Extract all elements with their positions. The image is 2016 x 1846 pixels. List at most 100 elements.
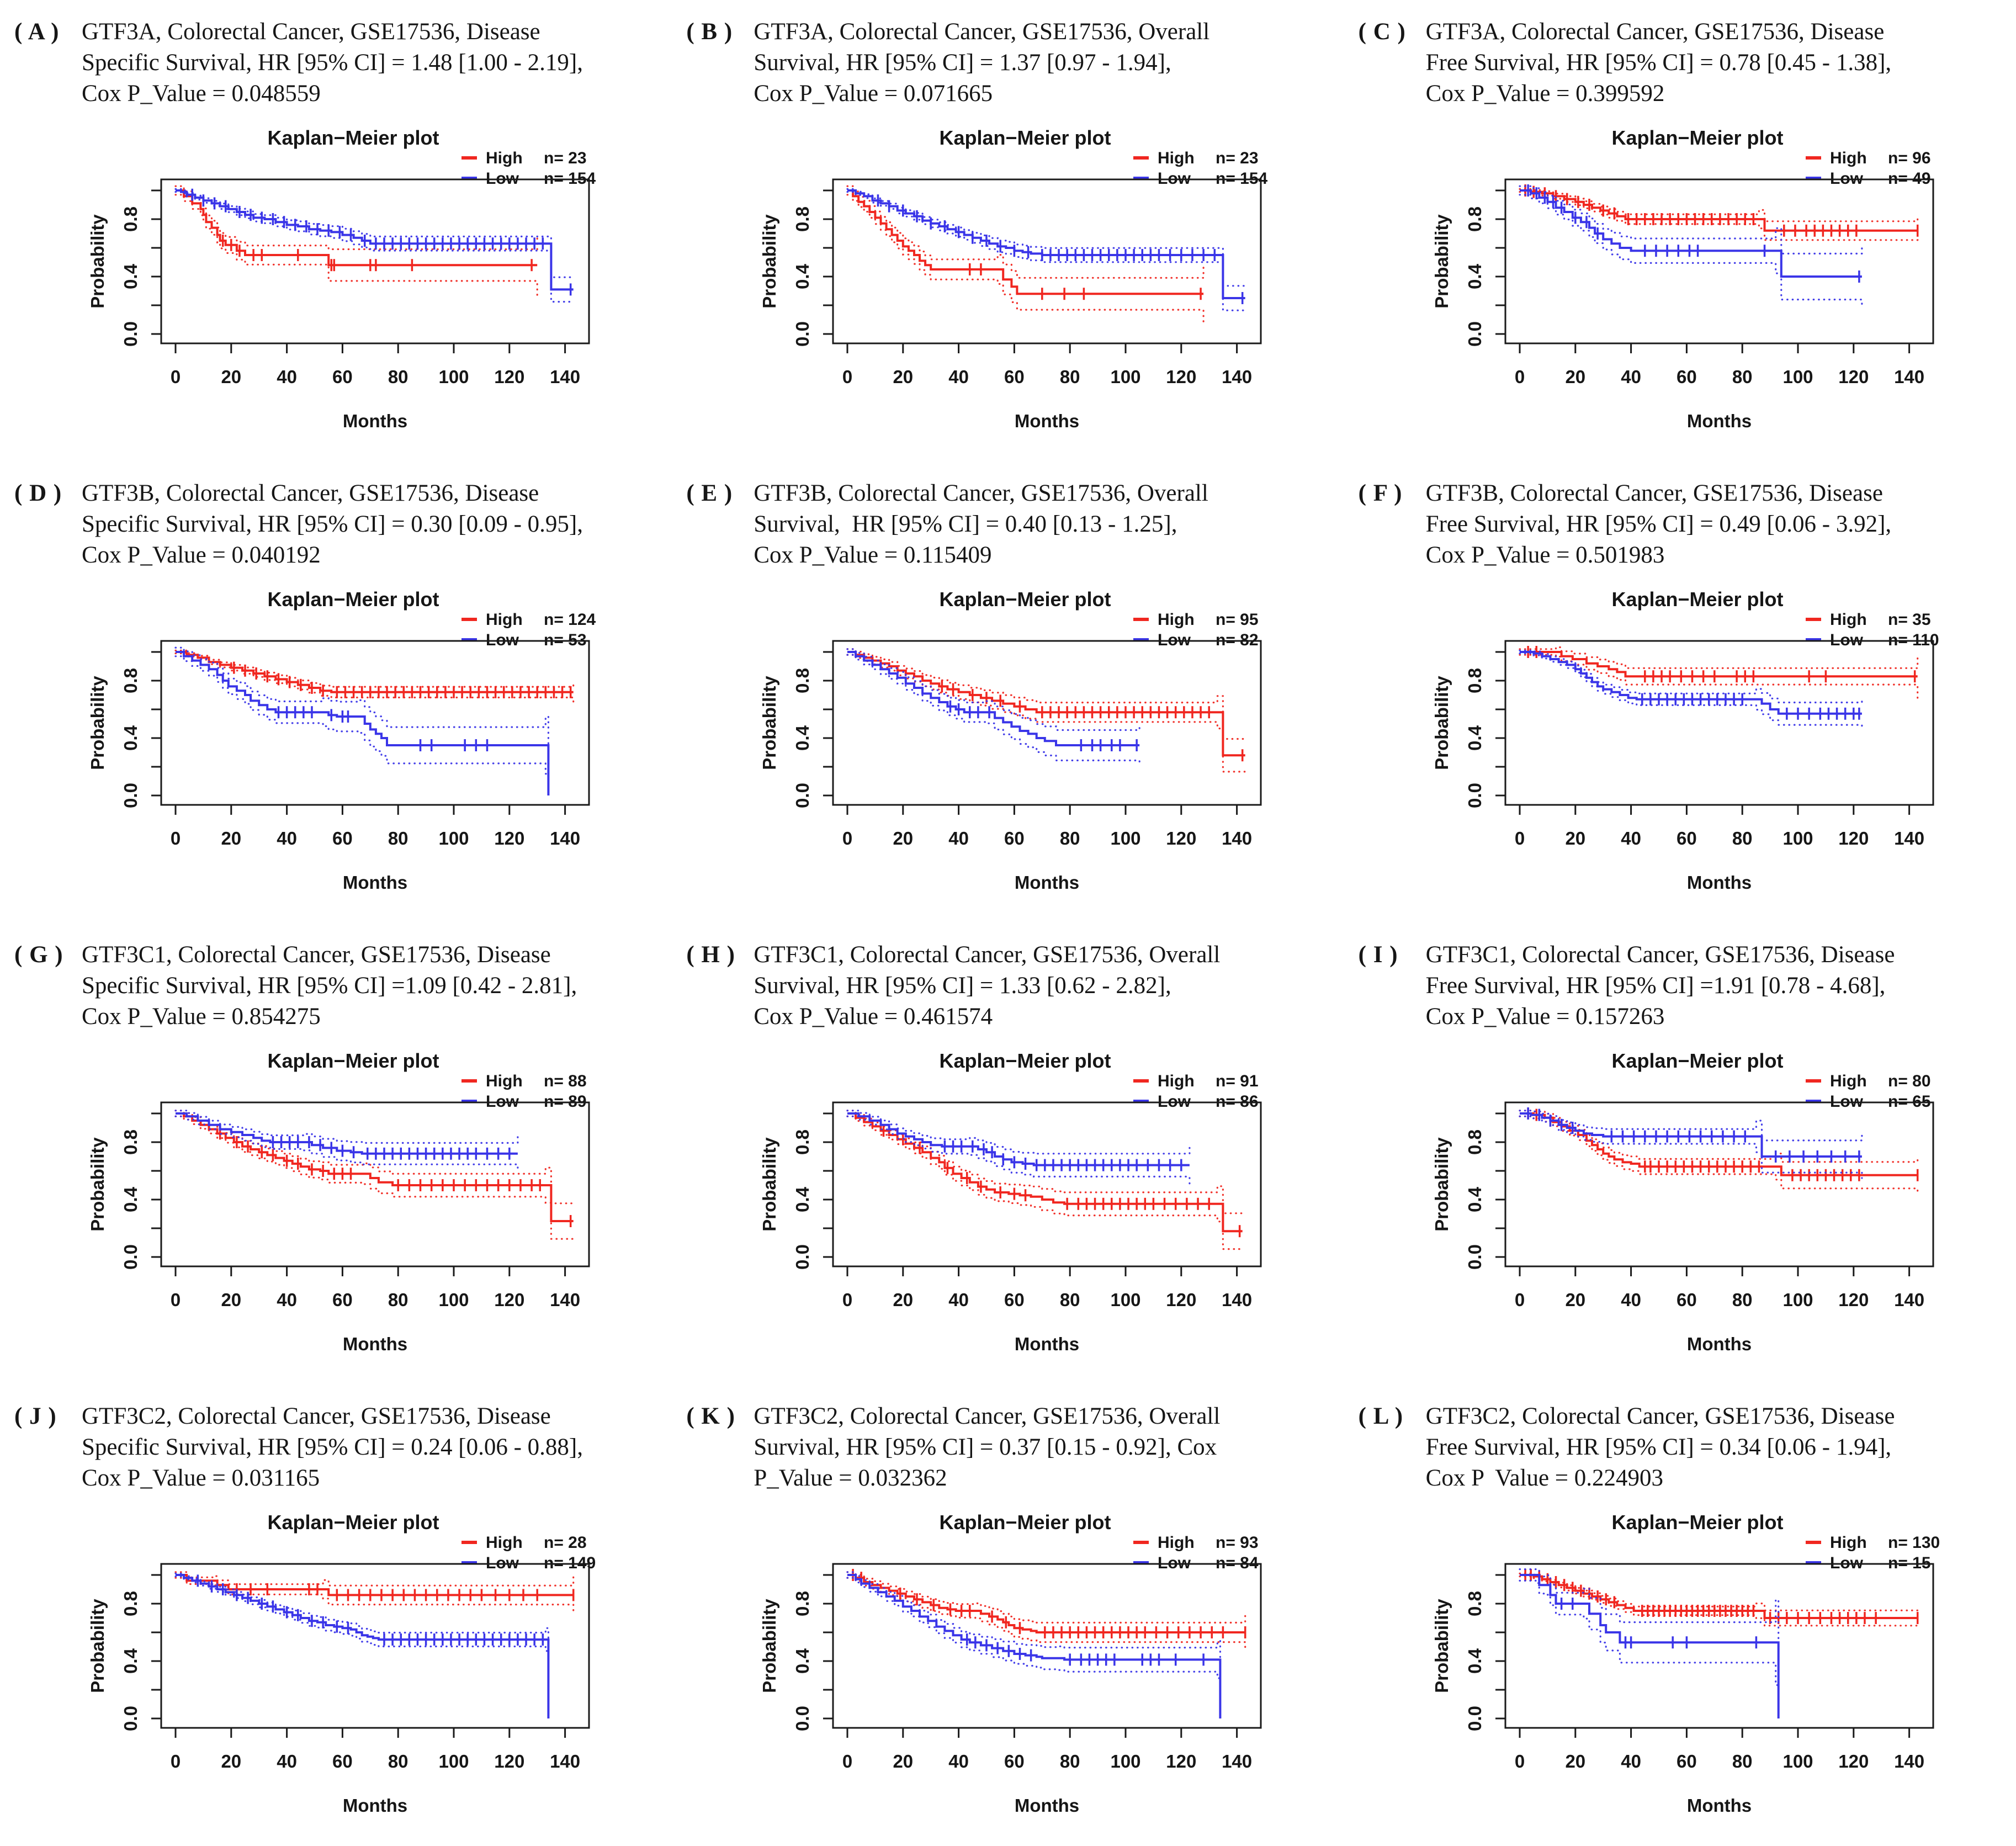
x-tick-label: 20 <box>1565 367 1585 387</box>
y-tick-label: 0.4 <box>792 1648 813 1674</box>
legend-n-high: n= 96 <box>1888 149 1931 167</box>
x-tick-label: 120 <box>1166 828 1197 848</box>
panel-caption-text: GTF3B, Colorectal Cancer, GSE17536, Dise… <box>1426 478 2014 571</box>
plot-box <box>1504 1101 1934 1267</box>
y-axis-label: Probability <box>759 214 779 309</box>
panel-caption-text: GTF3C2, Colorectal Cancer, GSE17536, Dis… <box>82 1401 670 1494</box>
caption-line: Cox P_Value = 0.854275 <box>82 1004 321 1030</box>
y-tick-label: 0.0 <box>792 1244 813 1270</box>
x-tick-label: 40 <box>1621 1751 1641 1771</box>
caption-line: Survival, HR [95% CI] = 1.33 [0.62 - 2.8… <box>754 973 1171 999</box>
plot-box <box>160 1101 590 1267</box>
x-tick-label: 120 <box>494 1290 524 1310</box>
x-axis-label: Months <box>1687 872 1752 893</box>
panel-label: ( K ) <box>686 1403 735 1429</box>
km-curve-high <box>847 651 1246 757</box>
x-tick-label: 0 <box>842 828 852 848</box>
panel-caption: ( B ) GTF3A, Colorectal Cancer, GSE17536… <box>686 17 1341 109</box>
x-tick-label: 20 <box>893 1751 914 1771</box>
plot-title: Kaplan−Meier plot <box>940 126 1111 149</box>
km-plot-holder: Kaplan−Meier plot High n= 88 Low n= 89 0 20 40 6… <box>0 923 672 1384</box>
caption-line: Cox P Value = 0.224903 <box>1425 1465 1664 1491</box>
y-tick-label: 0.4 <box>1465 725 1485 751</box>
plot-box <box>832 1563 1262 1729</box>
caption-line: GTF3B, Colorectal Cancer, GSE17536, Dise… <box>82 480 539 506</box>
panel-label: ( C ) <box>1358 19 1406 45</box>
x-tick-label: 100 <box>438 1751 469 1771</box>
censor-marks-high <box>852 1569 1246 1638</box>
y-tick-label: 0.8 <box>792 668 813 693</box>
km-curve-high <box>847 1112 1243 1233</box>
y-tick-label: 0.8 <box>792 1591 813 1616</box>
x-tick-label: 60 <box>1004 828 1025 848</box>
x-tick-label: 140 <box>1222 1290 1252 1310</box>
km-panel: ( A ) GTF3A, Colorectal Cancer, GSE17536… <box>0 0 672 462</box>
ci-lower-low <box>1519 653 1863 729</box>
y-tick-label: 0.8 <box>1465 1591 1485 1616</box>
x-tick-label: 120 <box>1838 367 1869 387</box>
legend-n-high: n= 88 <box>544 1072 587 1090</box>
x-tick-label: 140 <box>550 828 580 848</box>
caption-line: GTF3A, Colorectal Cancer, GSE17536, Dise… <box>1425 19 1885 45</box>
x-tick-label: 120 <box>1838 1751 1869 1771</box>
caption-line: Survival, HR [95% CI] = 0.40 [0.13 - 1.2… <box>754 511 1177 537</box>
ci-lower-high <box>1519 191 1918 246</box>
km-curve-high <box>1519 1574 1918 1619</box>
censor-marks-low <box>949 700 1138 751</box>
legend-label-high: High <box>1830 1072 1867 1090</box>
caption-line: Free Survival, HR [95% CI] =1.91 [0.78 -… <box>1425 973 1886 999</box>
legend-label-high: High <box>486 1534 523 1552</box>
legend-label-high: High <box>1158 149 1195 167</box>
x-tick-label: 120 <box>1166 367 1197 387</box>
panel-caption: ( D ) GTF3B, Colorectal Cancer, GSE17536… <box>14 478 670 571</box>
ci-lower-low <box>846 654 1141 766</box>
y-tick-label: 0.4 <box>792 1186 813 1212</box>
plot-title: Kaplan−Meier plot <box>1611 588 1783 611</box>
plot-title: Kaplan−Meier plot <box>267 1511 439 1534</box>
censor-marks-high <box>219 1127 572 1227</box>
x-tick-label: 20 <box>1565 828 1585 848</box>
y-axis-label: Probability <box>759 676 779 770</box>
plot-title: Kaplan−Meier plot <box>267 1049 439 1072</box>
x-tick-label: 80 <box>1060 367 1080 387</box>
x-tick-label: 20 <box>893 828 914 848</box>
y-tick-label: 0.4 <box>1465 1648 1485 1674</box>
ci-upper-high <box>1519 646 1918 669</box>
x-tick-label: 0 <box>842 1751 852 1771</box>
ci-upper-high <box>174 1110 575 1205</box>
x-tick-label: 0 <box>842 1290 852 1310</box>
censor-marks-low <box>966 1633 1205 1666</box>
x-tick-label: 80 <box>388 1751 408 1771</box>
y-tick-label: 0.4 <box>1465 263 1485 289</box>
panel-caption-text: GTF3B, Colorectal Cancer, GSE17536, Dise… <box>82 478 670 571</box>
x-tick-label: 20 <box>221 1751 241 1771</box>
x-tick-label: 40 <box>277 1751 297 1771</box>
panel-caption-text: GTF3C2, Colorectal Cancer, GSE17536, Dis… <box>1426 1401 2014 1494</box>
x-tick-label: 0 <box>171 367 181 387</box>
legend-n-high: n= 91 <box>1216 1072 1259 1090</box>
panel-caption: ( L ) GTF3C2, Colorectal Cancer, GSE1753… <box>1359 1401 2014 1494</box>
plot-box <box>1504 178 1934 344</box>
panel-caption: ( A ) GTF3A, Colorectal Cancer, GSE17536… <box>14 17 670 109</box>
panel-caption-text: GTF3C2, Colorectal Cancer, GSE17536, Ove… <box>754 1401 1341 1494</box>
ci-lower-low <box>1519 1579 1779 1717</box>
ci-upper-low <box>1519 1110 1863 1142</box>
panel-caption-text: GTF3A, Colorectal Cancer, GSE17536, Dise… <box>1426 17 2014 109</box>
panel-caption-text: GTF3C1, Colorectal Cancer, GSE17536, Dis… <box>82 940 670 1032</box>
legend-n-high: n= 130 <box>1888 1534 1940 1552</box>
panel-caption: ( C ) GTF3A, Colorectal Cancer, GSE17536… <box>1359 17 2014 109</box>
caption-line: GTF3B, Colorectal Cancer, GSE17536, Dise… <box>1425 480 1883 506</box>
x-tick-label: 120 <box>494 1751 524 1771</box>
km-curve-low <box>176 1574 550 1718</box>
panel-label: ( I ) <box>1358 942 1398 968</box>
x-tick-label: 0 <box>842 367 852 387</box>
km-curve-high <box>847 189 1204 295</box>
ci-lower-high <box>846 1577 1246 1651</box>
panel-label: ( D ) <box>14 480 62 506</box>
caption-line: Cox P_Value = 0.040192 <box>82 542 321 568</box>
x-tick-label: 100 <box>1111 367 1141 387</box>
caption-line: Free Survival, HR [95% CI] = 0.34 [0.06 … <box>1425 1434 1892 1460</box>
ci-upper-high <box>1519 1572 1918 1611</box>
y-tick-label: 0.8 <box>120 1591 141 1616</box>
